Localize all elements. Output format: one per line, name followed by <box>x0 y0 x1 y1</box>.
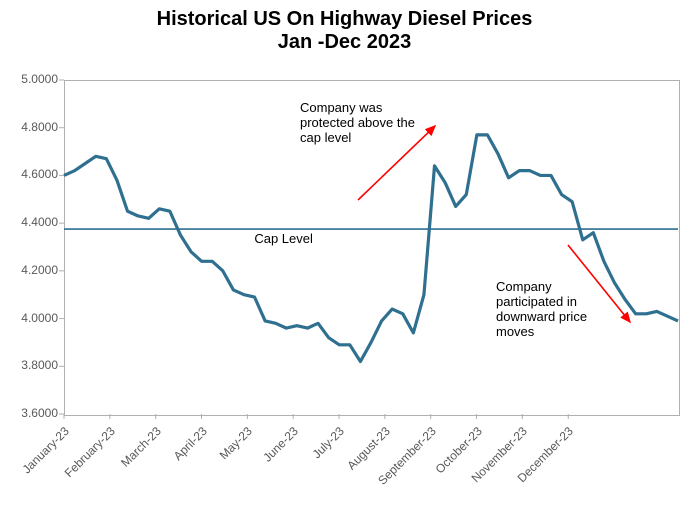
annotation-protected: Company was protected above the cap leve… <box>300 100 415 145</box>
y-tick-label: 4.8000 <box>8 120 58 134</box>
y-tick-label: 4.6000 <box>8 167 58 181</box>
annotation-downward: Company participated in downward price m… <box>496 279 587 339</box>
y-tick-label: 3.6000 <box>8 406 58 420</box>
y-tick-label: 4.4000 <box>8 215 58 229</box>
cap-level-label: Cap Level <box>254 231 313 246</box>
y-tick-label: 5.0000 <box>8 72 58 86</box>
y-tick-label: 4.0000 <box>8 311 58 325</box>
y-tick-label: 3.8000 <box>8 358 58 372</box>
diesel-price-chart: Historical US On Highway Diesel Prices J… <box>0 0 689 506</box>
y-tick-label: 4.2000 <box>8 263 58 277</box>
